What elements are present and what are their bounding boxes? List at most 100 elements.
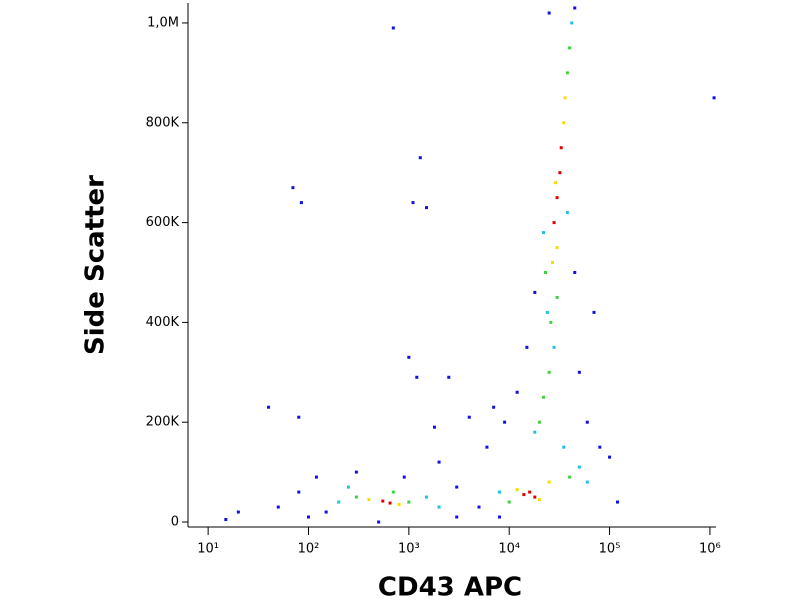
point (552, 345, 556, 349)
point (563, 96, 567, 100)
point (533, 290, 537, 294)
point (544, 270, 548, 274)
point (492, 405, 496, 409)
point (522, 493, 526, 497)
point (577, 370, 581, 374)
point (267, 405, 271, 409)
y-tick-label: 400K (146, 315, 180, 330)
y-tick-label: 200K (146, 415, 180, 430)
y-tick-label: 600K (146, 215, 180, 230)
point (554, 181, 558, 185)
point (276, 505, 280, 509)
point (425, 206, 429, 210)
x-tick-label: 10² (298, 542, 320, 557)
point (562, 445, 566, 449)
point (299, 201, 303, 205)
point (542, 395, 546, 399)
point (402, 475, 406, 479)
point (592, 310, 596, 314)
x-tick-label: 10⁶ (699, 542, 721, 557)
point (236, 510, 240, 514)
point (418, 156, 422, 160)
point (367, 498, 371, 502)
point (598, 445, 602, 449)
y-tick-label: 1,0M (147, 15, 179, 30)
point (577, 465, 581, 469)
y-axis-title: Side Scatter (81, 175, 111, 355)
point (346, 485, 350, 489)
point (568, 46, 572, 50)
point (533, 495, 537, 499)
point (432, 425, 436, 429)
point (455, 485, 459, 489)
point (297, 490, 301, 494)
point (555, 196, 559, 200)
point (712, 96, 716, 100)
point (354, 495, 358, 499)
point (547, 480, 551, 484)
x-tick-label: 10¹ (197, 542, 219, 557)
point (547, 370, 551, 374)
point (542, 231, 546, 235)
point (552, 221, 556, 225)
point (337, 500, 341, 504)
point (570, 21, 574, 25)
point (381, 499, 385, 503)
x-tick-label: 10³ (398, 542, 420, 557)
point (415, 375, 419, 379)
point (477, 505, 481, 509)
point (391, 26, 395, 30)
point (407, 500, 411, 504)
point (354, 470, 358, 474)
point (528, 490, 532, 494)
point (533, 430, 537, 434)
point (306, 515, 310, 519)
point (455, 515, 459, 519)
point (425, 495, 429, 499)
point (497, 515, 501, 519)
point (447, 375, 451, 379)
x-axis-title: CD43 APC (378, 573, 522, 600)
point (545, 310, 549, 314)
point (616, 500, 620, 504)
x-tick-label: 10⁴ (498, 542, 520, 557)
point (562, 121, 566, 125)
point (565, 71, 569, 75)
point (537, 498, 541, 502)
point (537, 420, 541, 424)
point (547, 11, 551, 15)
point (573, 270, 577, 274)
point (407, 355, 411, 359)
point (297, 415, 301, 419)
point (515, 390, 519, 394)
point (224, 518, 228, 522)
point (568, 475, 572, 479)
point (555, 246, 559, 250)
point (550, 261, 554, 265)
point (485, 445, 489, 449)
point (573, 6, 577, 10)
point (555, 295, 559, 299)
point (291, 186, 295, 190)
point (585, 420, 589, 424)
point (559, 146, 563, 150)
point (558, 171, 562, 175)
point (397, 503, 401, 507)
point (411, 201, 415, 205)
point (507, 500, 511, 504)
point (497, 490, 501, 494)
point (515, 488, 519, 492)
point (391, 490, 395, 494)
point (377, 520, 381, 524)
point (565, 211, 569, 215)
point (503, 420, 507, 424)
point (314, 475, 318, 479)
point (324, 510, 328, 514)
point (437, 505, 441, 509)
point (585, 480, 589, 484)
point (388, 501, 392, 505)
x-tick-label: 10⁵ (599, 542, 621, 557)
point (608, 455, 612, 459)
point (437, 460, 441, 464)
